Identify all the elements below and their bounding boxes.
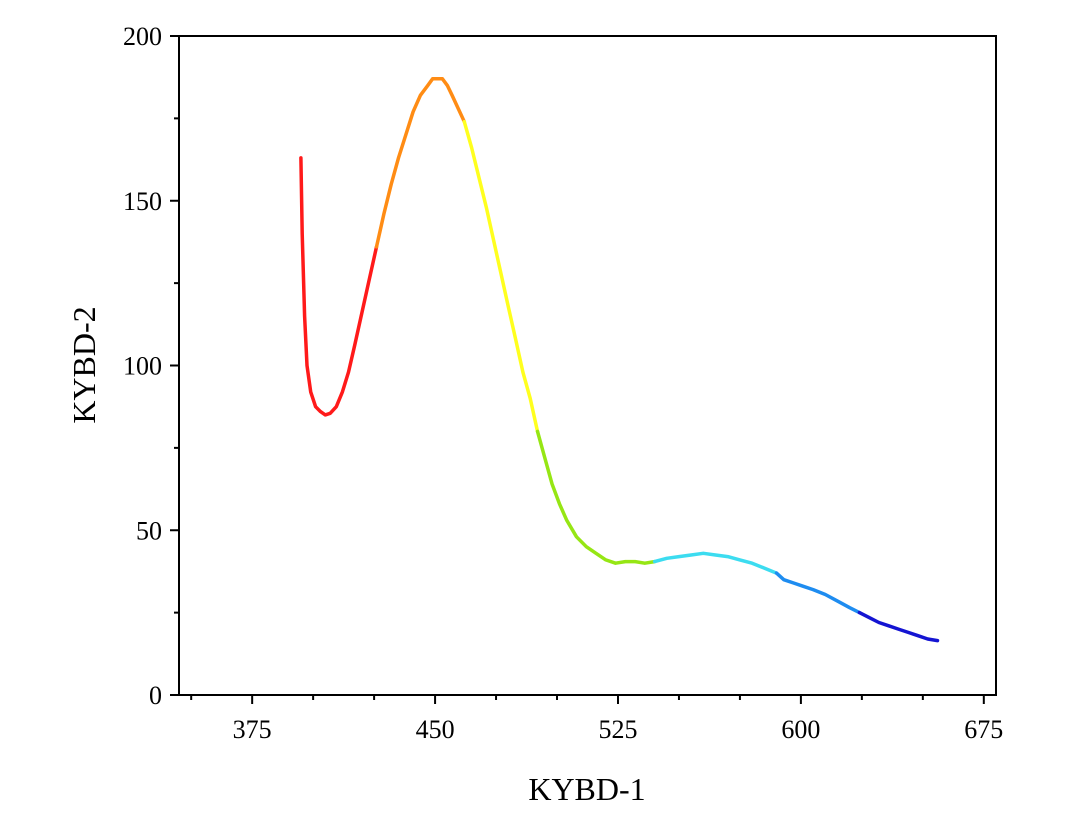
series-line-segment xyxy=(374,77,467,249)
series-line-segment xyxy=(462,119,540,434)
x-tick-label: 675 xyxy=(964,715,1003,744)
y-tick-label: 50 xyxy=(136,516,162,545)
plot-border xyxy=(178,35,997,696)
y-tick-label: 0 xyxy=(149,681,162,710)
x-tick-label: 600 xyxy=(781,715,820,744)
series-line-segment xyxy=(857,610,940,643)
series-line-segment xyxy=(299,156,379,417)
axis-ticks xyxy=(170,35,985,704)
plot-frame xyxy=(178,35,997,696)
y-axis-title: KYBD-2 xyxy=(66,306,102,423)
series-lines xyxy=(299,77,940,643)
series-line-segment xyxy=(652,551,779,575)
y-tick-label: 150 xyxy=(123,187,162,216)
x-tick-label: 525 xyxy=(598,715,637,744)
tick-labels: 375 450 525 600 675 0 50 100 150 200 xyxy=(123,22,1003,744)
y-tick-label: 200 xyxy=(123,22,162,51)
x-tick-label: 375 xyxy=(233,715,272,744)
x-axis-title: KYBD-1 xyxy=(528,771,645,807)
series-line-segment xyxy=(774,571,862,615)
series-line-segment xyxy=(535,429,657,565)
y-tick-label: 100 xyxy=(123,352,162,381)
x-tick-label: 450 xyxy=(416,715,455,744)
